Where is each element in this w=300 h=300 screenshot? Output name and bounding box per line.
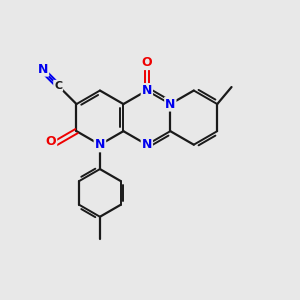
Text: C: C	[54, 81, 62, 91]
Text: O: O	[142, 56, 152, 69]
Text: N: N	[38, 63, 48, 76]
Text: N: N	[95, 138, 105, 151]
Text: N: N	[142, 138, 152, 151]
Text: N: N	[95, 138, 105, 151]
Text: O: O	[46, 135, 56, 148]
Text: N: N	[142, 84, 152, 97]
Text: N: N	[165, 98, 175, 111]
